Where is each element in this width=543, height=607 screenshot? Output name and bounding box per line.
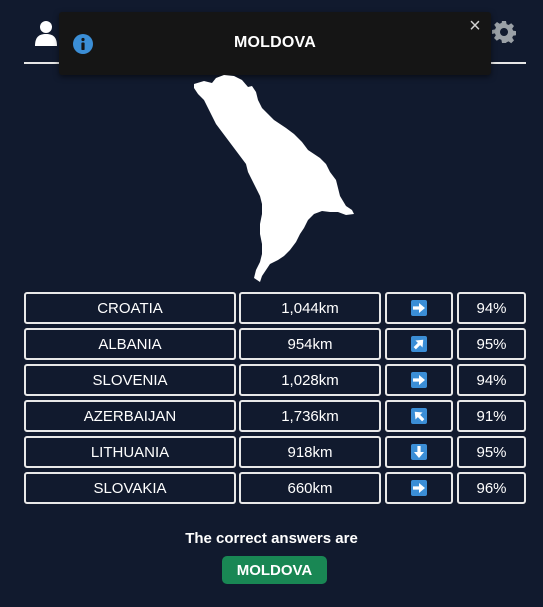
guess-direction xyxy=(385,472,453,504)
guess-distance: 1,736km xyxy=(239,400,381,432)
guess-distance: 954km xyxy=(239,328,381,360)
guess-direction xyxy=(385,364,453,396)
guess-direction xyxy=(385,328,453,360)
direction-arrow-icon xyxy=(411,300,427,316)
guess-table: CROATIA 1,044km 94% ALBANIA 954km 95% SLOVENIA… xyxy=(24,292,526,508)
guess-row: SLOVENIA 1,028km 94% xyxy=(24,364,526,396)
toast-notification: MOLDOVA × xyxy=(59,12,491,75)
gear-icon[interactable] xyxy=(492,20,516,44)
close-icon[interactable]: × xyxy=(469,15,481,37)
toast-title: MOLDOVA xyxy=(234,34,316,51)
direction-arrow-icon xyxy=(411,408,427,424)
guess-direction xyxy=(385,292,453,324)
guess-distance: 1,028km xyxy=(239,364,381,396)
direction-arrow-icon xyxy=(411,372,427,388)
guess-row: LITHUANIA 918km 95% xyxy=(24,436,526,468)
answer-badge: MOLDOVA xyxy=(222,556,327,584)
answer-caption: The correct answers are xyxy=(185,530,358,547)
guess-row: ALBANIA 954km 95% xyxy=(24,328,526,360)
guess-proximity: 95% xyxy=(457,328,526,360)
guess-direction xyxy=(385,436,453,468)
guess-proximity: 96% xyxy=(457,472,526,504)
guess-row: CROATIA 1,044km 94% xyxy=(24,292,526,324)
guess-country: AZERBAIJAN xyxy=(24,400,236,432)
user-icon[interactable] xyxy=(34,20,58,46)
direction-arrow-icon xyxy=(411,480,427,496)
guess-country: CROATIA xyxy=(24,292,236,324)
guess-country: ALBANIA xyxy=(24,328,236,360)
direction-arrow-icon xyxy=(411,336,427,352)
guess-country: SLOVENIA xyxy=(24,364,236,396)
guess-country: SLOVAKIA xyxy=(24,472,236,504)
guess-distance: 660km xyxy=(239,472,381,504)
guess-row: SLOVAKIA 660km 96% xyxy=(24,472,526,504)
guess-proximity: 95% xyxy=(457,436,526,468)
guess-direction xyxy=(385,400,453,432)
guess-country: LITHUANIA xyxy=(24,436,236,468)
guess-proximity: 94% xyxy=(457,292,526,324)
guess-distance: 1,044km xyxy=(239,292,381,324)
guess-proximity: 94% xyxy=(457,364,526,396)
guess-distance: 918km xyxy=(239,436,381,468)
guess-row: AZERBAIJAN 1,736km 91% xyxy=(24,400,526,432)
country-silhouette xyxy=(194,75,354,282)
info-icon xyxy=(73,34,93,54)
guess-proximity: 91% xyxy=(457,400,526,432)
direction-arrow-icon xyxy=(411,444,427,460)
